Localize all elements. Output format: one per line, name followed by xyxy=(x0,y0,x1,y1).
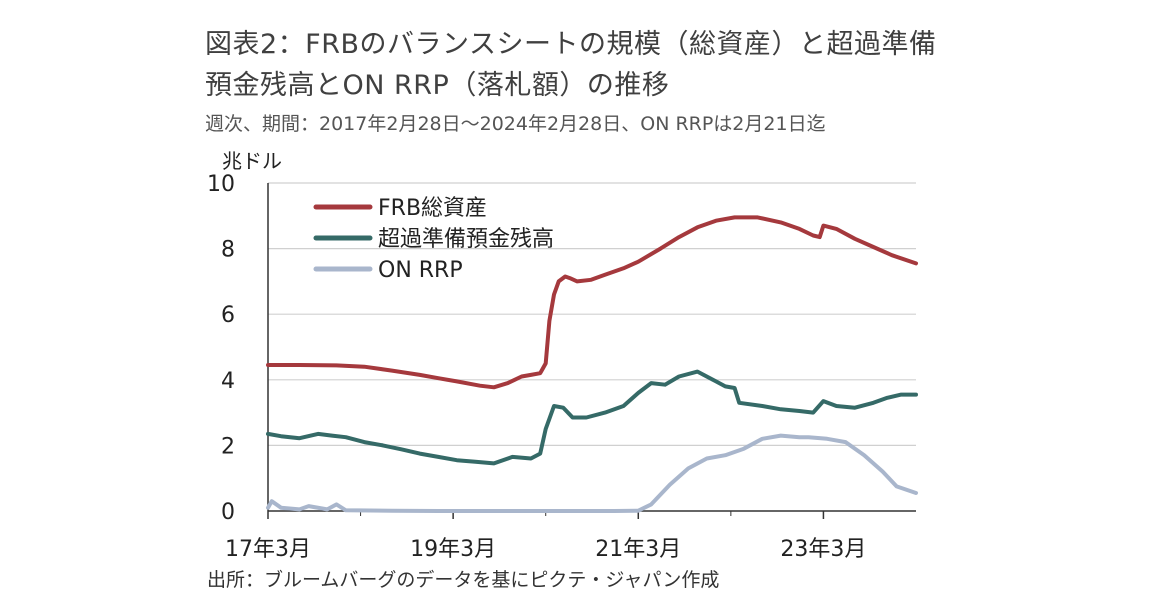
x-tick-label: 19年3月 xyxy=(410,537,496,562)
chart-title-line2: 預金残高とON RRP（落札額）の推移 xyxy=(205,70,670,101)
grid xyxy=(268,182,916,446)
x-tick-label: 21年3月 xyxy=(595,537,681,562)
source-note: 出所：ブルームバーグのデータを基にピクテ・ジャパン作成 xyxy=(207,569,720,591)
y-tick-label: 6 xyxy=(221,303,235,328)
y-tick-label: 4 xyxy=(221,369,235,394)
y-axis-unit-label: 兆ドル xyxy=(222,149,282,173)
axes: 0 2 4 6 8 10 17年3月 19年3月 21年3月 23年3月 xyxy=(207,172,916,562)
y-tick-label: 0 xyxy=(221,500,235,525)
y-tick-label: 2 xyxy=(221,434,235,459)
y-tick-label: 10 xyxy=(207,172,235,197)
series-lines xyxy=(266,215,918,513)
series-line-frb-total-assets xyxy=(266,215,918,390)
y-tick-label: 8 xyxy=(221,238,235,263)
series-line-on-rrp xyxy=(266,433,918,513)
series-line-excess-reserves xyxy=(266,369,918,466)
legend-label: ON RRP xyxy=(378,258,463,283)
legend-label: 超過準備預金残高 xyxy=(378,227,554,252)
x-tick-label: 17年3月 xyxy=(225,537,311,562)
chart-title-line1: 図表2：FRBのバランスシートの規模（総資産）と超過準備 xyxy=(205,29,937,60)
x-tick-label: 23年3月 xyxy=(780,537,866,562)
legend-label: FRB総資産 xyxy=(378,196,487,221)
chart-subtitle: 週次、期間：2017年2月28日～2024年2月28日、ON RRPは2月21日… xyxy=(205,113,826,135)
